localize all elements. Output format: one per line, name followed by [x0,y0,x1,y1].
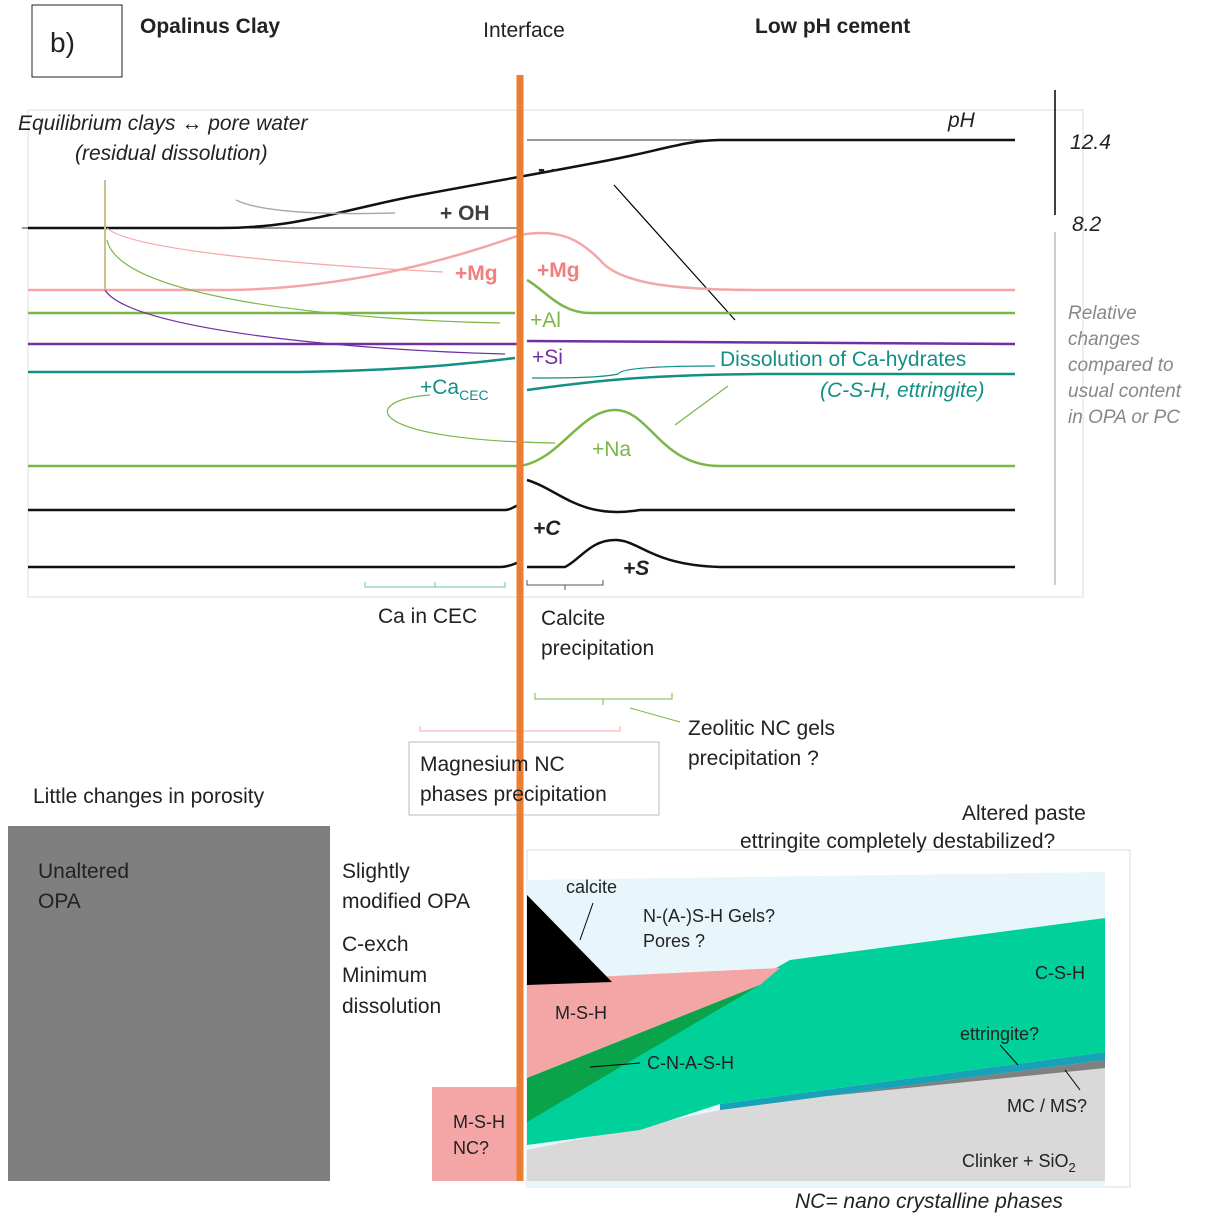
label: +Mg [455,262,498,285]
label: NC= nano crystalline phases [795,1190,1063,1213]
label: (residual dissolution) [75,142,268,165]
label: Dissolution of Ca-hydrates [720,348,966,371]
shape [675,386,728,425]
label: +S [623,557,649,580]
label: NC? [453,1138,489,1158]
label: Clinker + SiO [962,1151,1069,1171]
label: changes [1068,329,1140,350]
label: 8.2 [1072,213,1102,236]
label: Calcite [541,607,605,630]
label: C-N-A-S-H [647,1053,734,1073]
label: Minimum [342,964,427,987]
label: - - [538,158,558,181]
label: Low pH cement [755,15,910,38]
label: Pores ? [643,931,705,951]
label: ettringite completely destabilized? [740,830,1055,853]
label: +Mg [537,259,580,282]
label: in OPA or PC [1068,407,1180,428]
label: precipitation ? [688,747,819,770]
label: 12.4 [1070,131,1111,154]
shape [527,580,603,585]
label: Opalinus Clay [140,15,280,38]
label: ettringite? [960,1024,1039,1044]
label: phases precipitation [420,783,607,806]
ca-cec-label: +CaCEC [420,376,489,403]
label: b) [50,27,75,58]
label: Unaltered [38,860,129,883]
label: Zeolitic NC gels [688,717,835,740]
label: compared to [1068,355,1174,376]
shape [107,228,443,272]
group: Relative changes compared to usual conte… [1068,303,1182,428]
label: +Al [530,309,561,332]
label: + OH [440,202,490,225]
label: N-(A-)S-H Gels? [643,906,775,926]
shape [614,185,735,320]
label: pH [947,109,976,132]
shape [630,708,680,722]
label: calcite [566,877,617,897]
label: precipitation [541,637,654,660]
label: Little changes in porosity [33,785,265,808]
shape [432,1087,520,1181]
shape [107,240,500,323]
label: C-S-H [1035,963,1085,983]
label: +Na [592,438,631,461]
shape [32,5,122,77]
label: Slightly [342,860,410,883]
label: usual content [1068,381,1182,402]
label: OPA [38,890,81,913]
label: M-S-H [555,1003,607,1023]
label: Magnesium NC [420,753,565,776]
shape [236,200,395,214]
label: +Ca [420,376,459,399]
label: dissolution [342,995,441,1018]
label: Equilibrium clays ↔ pore water [18,112,308,135]
label: MC / MS? [1007,1096,1087,1116]
label: CEC [459,387,489,403]
label: M-S-H [453,1112,505,1132]
label: C-exch [342,933,409,956]
shape [535,693,672,699]
label: +C [533,517,561,540]
diagram: b) Opalinus Clay Interface Low pH cement… [0,0,1216,1216]
label: modified OPA [342,890,470,913]
label: +Si [532,346,563,369]
label: Ca in CEC [378,605,477,628]
label: (C-S-H, ettringite) [820,379,985,402]
label: Interface [483,19,565,42]
label: Altered paste [962,802,1086,825]
label: Relative [1068,303,1137,324]
label: 2 [1069,1160,1076,1175]
